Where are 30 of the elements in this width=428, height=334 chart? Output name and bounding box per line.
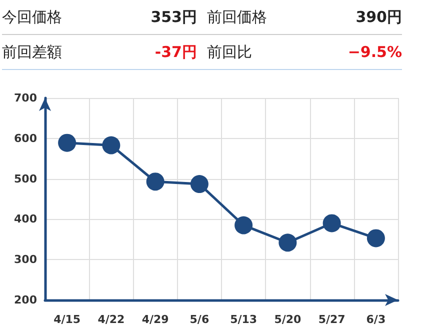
- point: [102, 136, 120, 154]
- x-tick-label: 4/22: [98, 313, 125, 326]
- point: [146, 172, 164, 191]
- x-tick-label: 5/6: [190, 313, 210, 326]
- y-tick-label: 400: [14, 212, 38, 226]
- x-tick-label: 4/15: [54, 313, 81, 326]
- y-tick-label: 600: [14, 132, 38, 145]
- text: -37円: [154, 42, 197, 62]
- y-tick-label: 700: [14, 92, 38, 104]
- x-tick-label: 5/27: [318, 313, 346, 326]
- x-tick-label: 5/20: [274, 313, 302, 326]
- point: [234, 216, 253, 234]
- point: [58, 134, 76, 152]
- y-tick-label: 200: [14, 294, 38, 306]
- text: 今回価格: [2, 8, 63, 26]
- text: 前回比: [206, 42, 253, 62]
- x-tick-label: 4/29: [142, 313, 169, 326]
- point: [322, 214, 341, 232]
- y-tick-label: 300: [14, 253, 38, 266]
- text: −9.5%: [346, 43, 402, 61]
- x-tick-label: 5/13: [230, 313, 258, 326]
- text: 353円: [150, 8, 197, 26]
- point: [190, 175, 208, 194]
- x-tick-label: 6/3: [366, 313, 386, 326]
- point: [366, 229, 385, 248]
- point: [278, 234, 297, 252]
- text: 前回価格: [206, 8, 268, 26]
- y-tick-label: 500: [14, 172, 38, 186]
- text: 390円: [354, 8, 402, 26]
- text: 前回差額: [2, 42, 63, 62]
